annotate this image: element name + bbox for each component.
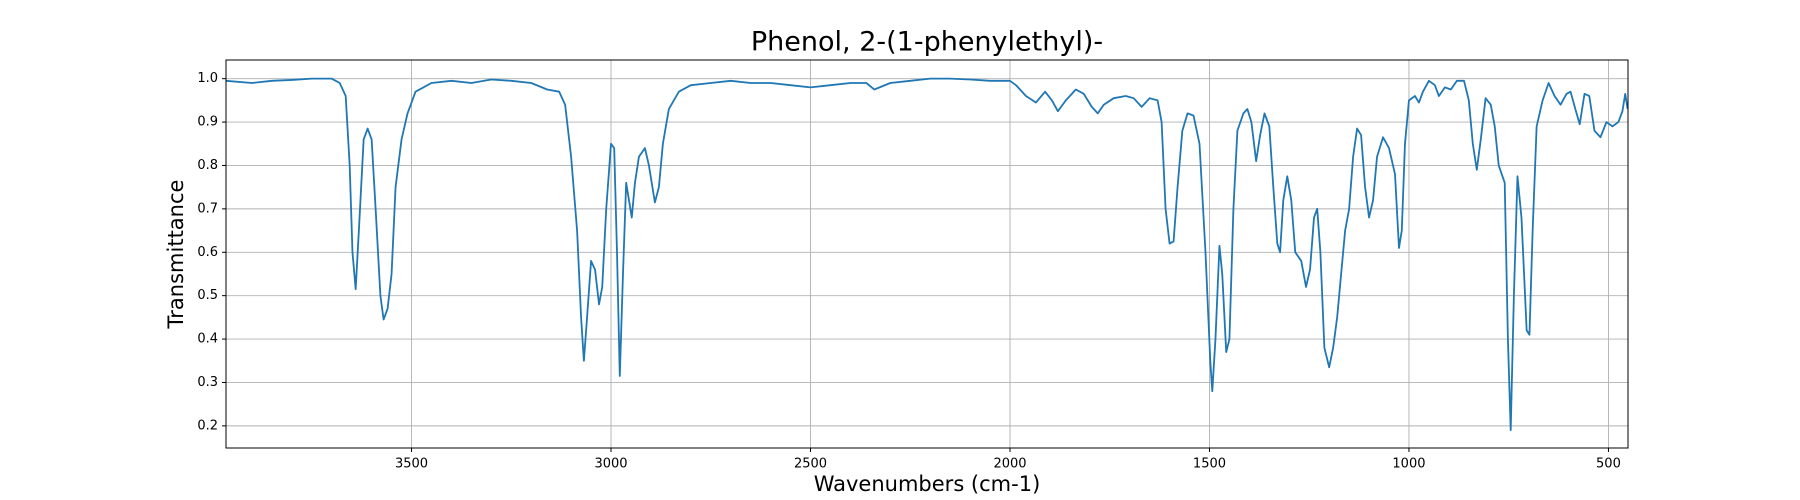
y-tick-label: 0.8 [197,158,218,173]
plot-frame [225,59,1629,449]
y-tick-label: 0.6 [197,245,218,260]
x-tick-label: 3000 [594,457,627,472]
y-tick-label: 0.9 [197,115,218,130]
x-tick-label: 500 [1596,457,1621,472]
x-tick-label: 1500 [1193,457,1226,472]
x-tick-label: 2500 [794,457,827,472]
y-tick-label: 1.0 [197,71,218,86]
y-tick-label: 0.5 [197,288,218,303]
x-tick-label: 3500 [395,457,428,472]
y-tick-label: 0.4 [197,332,218,347]
y-tick-label: 0.2 [197,418,218,433]
y-axis-label: Transmittance [164,180,188,330]
y-tick-label: 0.7 [197,201,218,216]
spectrum-line [225,77,1629,432]
x-axis-label: Wavenumbers (cm-1) [814,472,1041,496]
x-tick-label: 1000 [1392,457,1425,472]
y-tick-label: 0.3 [197,375,218,390]
chart-title: Phenol, 2-(1-phenylethyl)- [751,27,1103,58]
x-tick-label: 2000 [993,457,1026,472]
